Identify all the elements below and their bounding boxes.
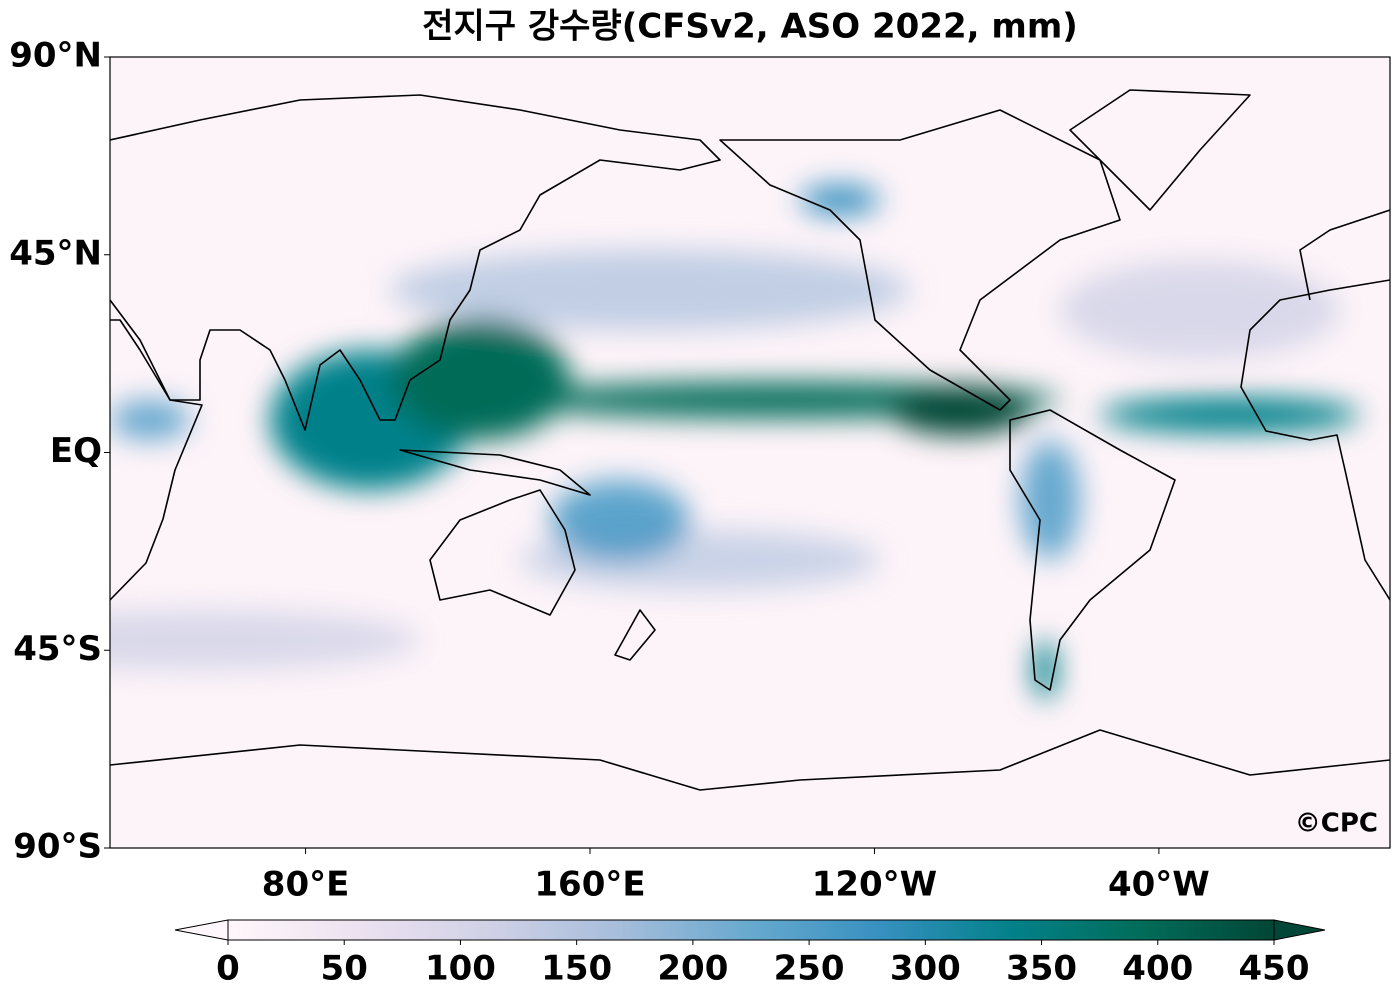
colorbar <box>227 919 1275 941</box>
lon-label: 80°E <box>262 865 350 905</box>
colorbar-tick-label: 350 <box>1006 949 1077 989</box>
colorbar-tick-label: 400 <box>1122 949 1193 989</box>
colorbar-tick-label: 200 <box>657 949 728 989</box>
lat-label: 90°N <box>9 36 102 76</box>
map-area <box>110 57 1390 848</box>
colorbar-extend-low <box>174 919 229 941</box>
colorbar-tick-label: 100 <box>425 949 496 989</box>
coastlines <box>110 89 1390 791</box>
lon-label: 120°W <box>812 865 937 905</box>
lon-label: 40°W <box>1108 865 1210 905</box>
credit: ©CPC <box>1295 809 1378 839</box>
colorbar-tick-label: 300 <box>890 949 961 989</box>
colorbar-tick-label: 150 <box>541 949 612 989</box>
colorbar-tick-label: 0 <box>216 949 240 989</box>
lat-label: 90°S <box>13 827 102 867</box>
lat-label: 45°S <box>13 629 102 669</box>
lat-label: 45°N <box>9 233 102 273</box>
colorbar-tick-label: 450 <box>1239 949 1310 989</box>
lon-label: 160°E <box>534 865 645 905</box>
lat-label: EQ <box>50 431 102 471</box>
colorbar-tick-label: 250 <box>774 949 845 989</box>
colorbar-extend-high <box>1273 919 1326 941</box>
map-title: 전지구 강수량(CFSv2, ASO 2022, mm) <box>422 7 1078 47</box>
colorbar-tick-label: 50 <box>321 949 368 989</box>
